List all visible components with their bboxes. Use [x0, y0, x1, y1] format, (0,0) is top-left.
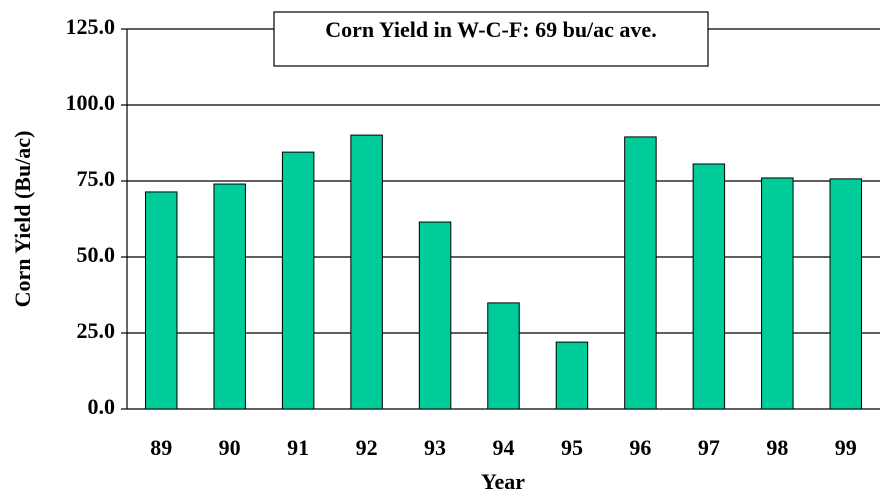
y-tick-label: 25.0 — [77, 318, 116, 343]
bar — [418, 221, 452, 410]
y-axis-label: Corn Yield (Bu/ac) — [10, 131, 35, 308]
bar — [487, 302, 520, 410]
bar — [350, 134, 383, 410]
bar — [213, 183, 246, 410]
bar — [761, 177, 794, 410]
y-tick-label: 0.0 — [88, 394, 116, 419]
title-box — [273, 11, 709, 67]
x-tick-label: 92 — [356, 435, 378, 460]
chart-title: Corn Yield in W-C-F: 69 bu/ac ave. — [325, 17, 656, 42]
bar — [144, 191, 178, 410]
bar — [692, 163, 726, 410]
bar — [555, 341, 589, 410]
bar — [281, 151, 315, 410]
x-tick-label: 93 — [424, 435, 446, 460]
x-tick-label: 91 — [287, 435, 309, 460]
bar — [829, 178, 863, 410]
y-tick-label: 75.0 — [77, 166, 116, 191]
y-tick-label: 50.0 — [77, 242, 116, 267]
x-tick-label: 98 — [766, 435, 788, 460]
x-tick-label: 97 — [698, 435, 720, 460]
bar — [624, 136, 657, 410]
x-tick-label: 94 — [493, 435, 515, 460]
y-tick-label: 125.0 — [66, 14, 116, 39]
x-tick-label: 95 — [561, 435, 583, 460]
x-tick-label: 96 — [629, 435, 651, 460]
y-tick-label: 100.0 — [66, 90, 116, 115]
x-axis-label: Year — [481, 469, 525, 494]
x-tick-label: 99 — [835, 435, 857, 460]
x-tick-label: 90 — [219, 435, 241, 460]
x-tick-label: 89 — [150, 435, 172, 460]
